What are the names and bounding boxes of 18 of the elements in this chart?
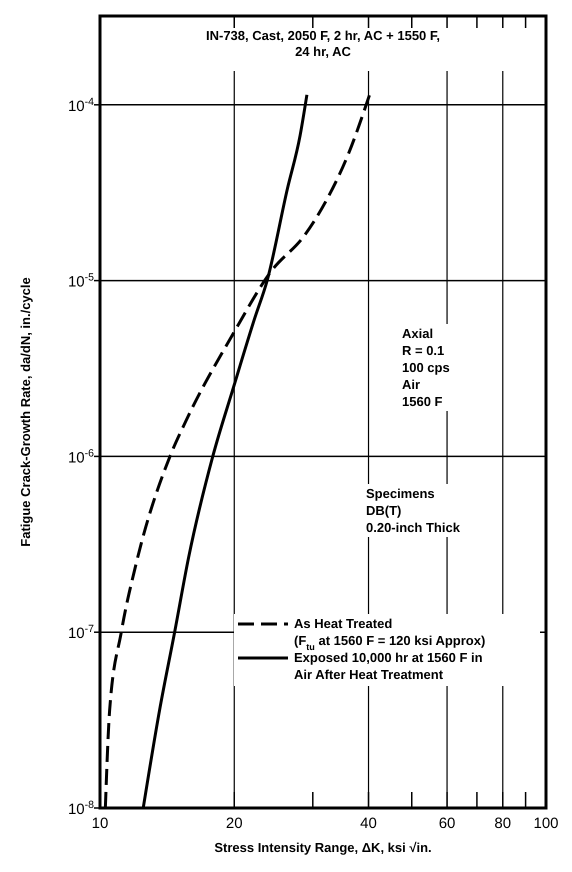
x-tick-label: 80 xyxy=(494,815,512,832)
legend-label: Exposed 10,000 hr at 1560 F in Air After Heat Treatment xyxy=(294,650,483,682)
annotation: Axial R = 0.1 100 cps Air 1560 F xyxy=(402,326,450,409)
y-axis-title: Fatigue Crack-Growth Rate, da/dN, in./cycle xyxy=(18,277,33,547)
x-tick-label: 100 xyxy=(533,815,559,832)
y-tick-label: 10$^{-7}$ xyxy=(68,623,94,642)
y-tick-label: 10$^{-6}$ xyxy=(68,447,94,466)
y-tick-label: 10$^{-8}$ xyxy=(68,799,94,818)
x-tick-label: 10 xyxy=(92,815,108,832)
y-tick-label: 10$^{-5}$ xyxy=(68,272,94,291)
x-tick-label: 40 xyxy=(360,815,377,832)
annotation: Specimens DB(T) 0.20-inch Thick xyxy=(366,486,461,535)
y-tick-label: 10$^{-4}$ xyxy=(68,96,94,115)
text: IN-738, Cast, 2050 F, 2 hr, AC + 1550 F, 24 hr, AC xyxy=(206,28,440,59)
legend-label: As Heat Treated (F$_{tu}$ at 1560 F = 120 ksi Approx) xyxy=(294,616,486,652)
x-axis-title: Stress Intensity Range, ΔK, ksi √in. xyxy=(214,840,432,855)
x-tick-label: 20 xyxy=(226,815,243,832)
x-tick-label: 60 xyxy=(438,815,456,832)
